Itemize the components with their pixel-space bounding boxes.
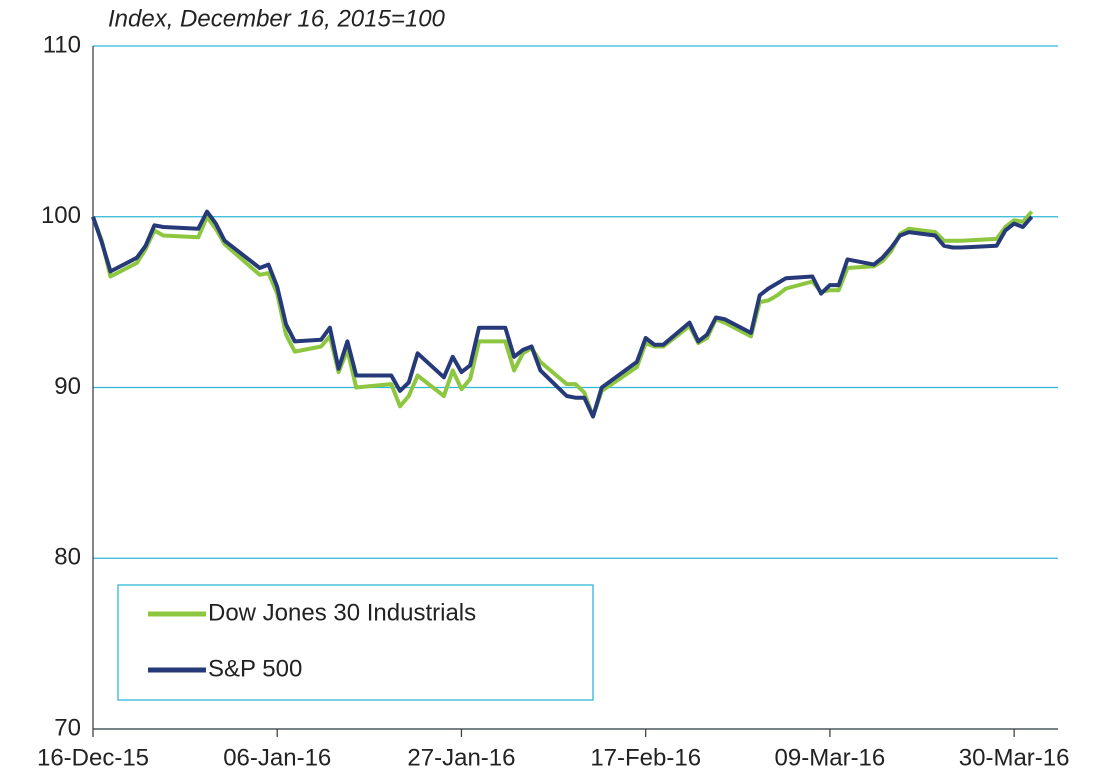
- series-line: [91, 209, 1034, 419]
- x-tick-label: 09-Mar-16: [775, 744, 886, 771]
- chart-subtitle: Index, December 16, 2015=100: [108, 5, 446, 32]
- y-tick-label: 70: [54, 714, 81, 741]
- x-tick-label: 06-Jan-16: [223, 744, 331, 771]
- legend-label: Dow Jones 30 Industrials: [208, 599, 476, 626]
- y-tick-label: 110: [43, 31, 81, 58]
- x-tick-label: 16-Dec-15: [37, 744, 149, 771]
- legend-box: [117, 584, 594, 701]
- y-tick-label: 100: [41, 202, 81, 229]
- x-tick-label: 27-Jan-16: [407, 744, 515, 771]
- x-tick-label: 17-Feb-16: [590, 744, 701, 771]
- y-tick-label: 80: [54, 544, 81, 571]
- legend-label: S&P 500: [208, 655, 302, 682]
- y-tick-label: 90: [54, 373, 81, 400]
- x-tick-label: 30-Mar-16: [959, 744, 1070, 771]
- series-line: [91, 210, 1034, 419]
